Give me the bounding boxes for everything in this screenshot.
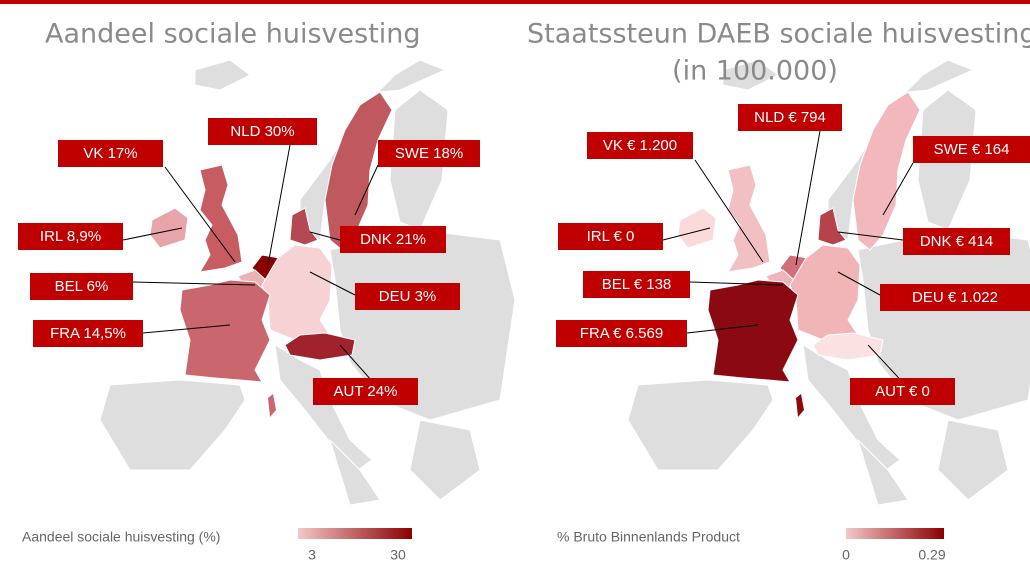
leader-line	[309, 231, 341, 241]
label-box	[340, 226, 446, 253]
country-label: FRA 14,5%	[50, 325, 126, 342]
legend-max: 30	[390, 547, 406, 563]
leader-line	[686, 324, 759, 334]
label-box	[355, 283, 460, 310]
country-label: BEL 6%	[55, 278, 109, 295]
land	[857, 439, 909, 506]
land	[627, 379, 774, 471]
country-label: IRL 8,9%	[40, 228, 101, 245]
leader-line	[142, 324, 231, 334]
country-label: VK € 1.200	[603, 137, 677, 154]
leader-line	[164, 166, 236, 263]
land	[802, 344, 901, 473]
country	[796, 394, 804, 417]
land	[329, 439, 381, 506]
label-box	[313, 378, 418, 405]
label-box	[208, 118, 317, 145]
country-label: IRL € 0	[587, 228, 635, 245]
legend-scale	[298, 528, 412, 539]
country	[677, 207, 717, 249]
land	[99, 379, 246, 471]
country-label: DEU € 1.022	[912, 289, 998, 306]
country	[707, 279, 799, 383]
top-band	[0, 0, 1030, 4]
map-title: Aandeel sociale huisvesting	[45, 19, 421, 50]
label-box	[556, 320, 687, 347]
legend-max: 0.29	[918, 547, 945, 563]
leader-line	[689, 281, 784, 286]
land	[329, 229, 516, 421]
country	[284, 332, 356, 361]
label-box	[738, 104, 842, 131]
legend-scale	[846, 528, 944, 539]
country	[149, 207, 189, 249]
label-box	[18, 223, 123, 250]
label-box	[33, 320, 143, 347]
label-box	[30, 273, 133, 300]
country-label: BEL € 138	[602, 276, 672, 293]
country	[289, 207, 319, 246]
map-title: Staatssteun DAEB sociale huisvesting	[527, 19, 1030, 50]
legend-title: % Bruto Binnenlands Product	[557, 529, 740, 545]
land	[722, 59, 779, 91]
country	[812, 332, 884, 361]
country	[179, 279, 271, 383]
country	[268, 394, 276, 417]
country-label: FRA € 6.569	[580, 325, 663, 342]
leader-line	[662, 227, 711, 241]
leader-line	[795, 130, 821, 266]
leader-line	[132, 281, 256, 286]
legend-min: 3	[308, 547, 316, 563]
country	[817, 207, 847, 246]
country-label: VK 17%	[83, 145, 137, 162]
label-box	[378, 140, 480, 167]
leader-line	[267, 144, 291, 266]
country-label: NLD € 794	[754, 109, 826, 126]
leader-line	[694, 159, 764, 263]
label-box	[903, 228, 1010, 255]
country-label: DNK 21%	[360, 231, 426, 248]
country-label: SWE 18%	[395, 145, 463, 162]
country-label: DNK € 414	[920, 233, 993, 250]
leader-line	[837, 271, 881, 296]
label-box	[587, 132, 693, 159]
country-label: SWE € 164	[934, 141, 1010, 158]
land	[409, 419, 481, 501]
label-box	[558, 223, 663, 250]
leader-line	[354, 164, 379, 216]
leader-line	[837, 231, 904, 241]
leader-line	[309, 271, 356, 296]
country-label: NLD 30%	[230, 123, 294, 140]
label-box	[58, 140, 163, 167]
land	[194, 59, 251, 91]
leader-line	[122, 227, 183, 241]
country	[199, 164, 243, 273]
label-box	[913, 136, 1030, 163]
land	[937, 419, 1009, 501]
land	[274, 344, 373, 473]
country-label: DEU 3%	[379, 288, 437, 305]
country	[852, 91, 921, 251]
legend-min: 0	[842, 547, 850, 563]
map	[99, 59, 516, 506]
label-box	[850, 378, 955, 405]
legend-title: Aandeel sociale huisvesting (%)	[22, 529, 220, 545]
country-label: AUT € 0	[875, 383, 930, 400]
label-box	[583, 271, 690, 298]
country-label: AUT 24%	[334, 383, 398, 400]
leader-line	[882, 162, 914, 216]
map-title: (in 100.000)	[672, 56, 838, 87]
label-box	[880, 284, 1030, 311]
map	[627, 59, 1030, 506]
